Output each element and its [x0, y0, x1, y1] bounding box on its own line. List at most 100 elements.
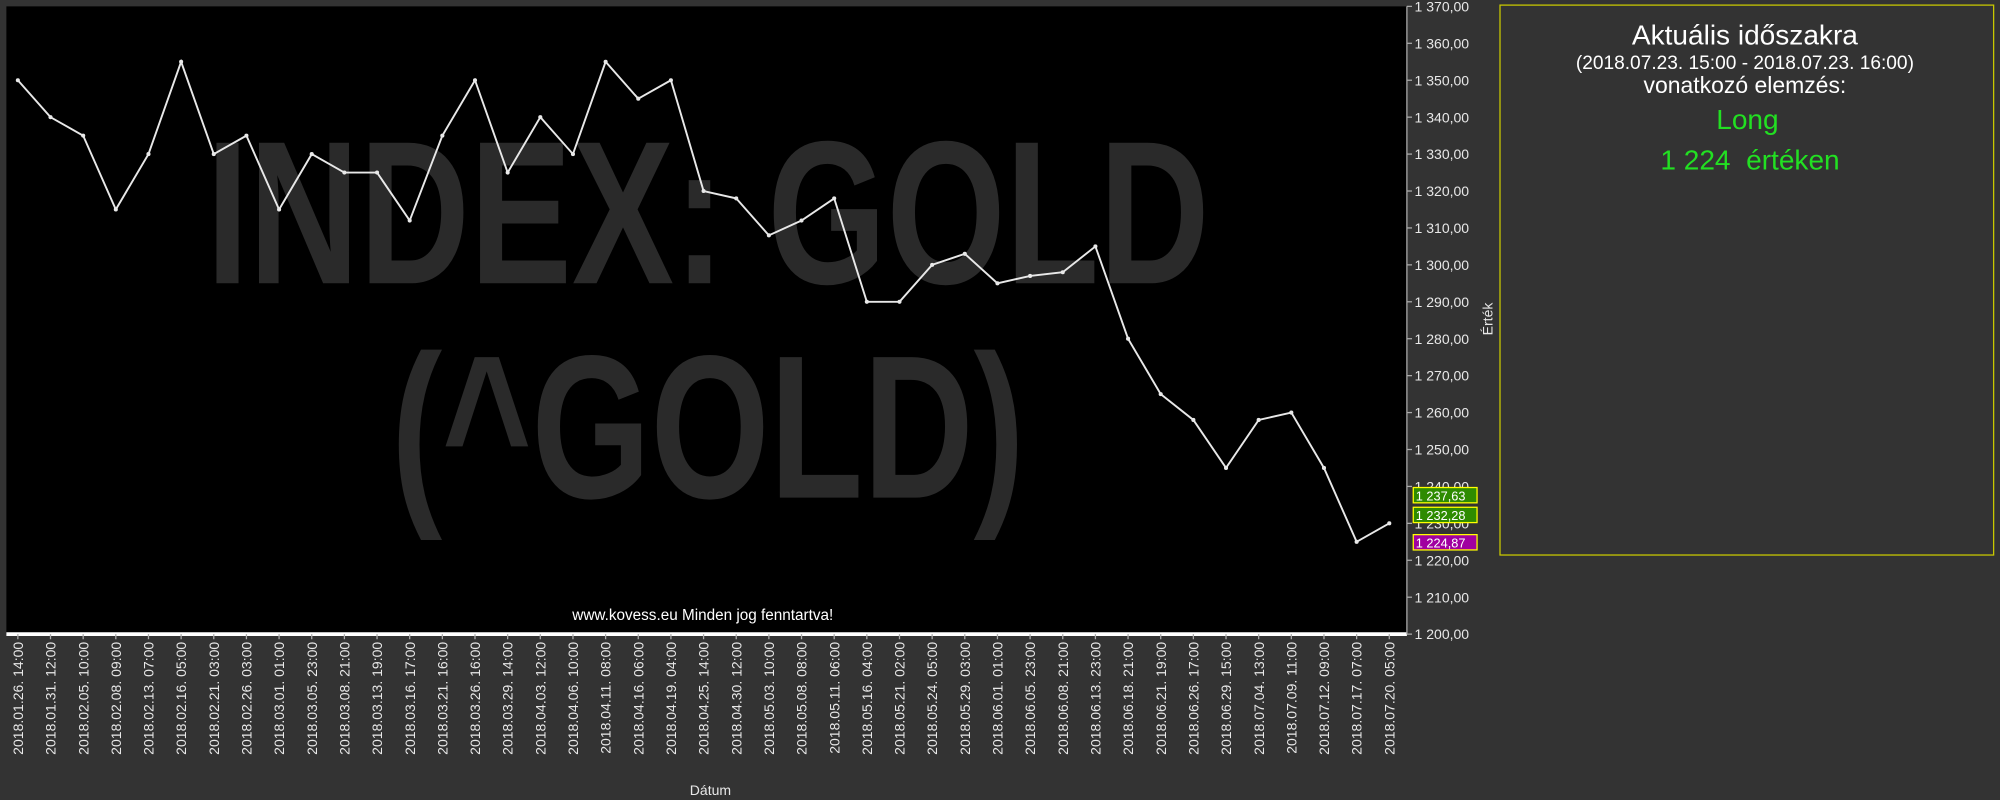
- x-tick-label: 2018.05.11. 06:00: [826, 642, 842, 754]
- price-point: [570, 152, 575, 157]
- price-point: [1191, 417, 1196, 422]
- x-tick-label: 2018.03.26. 16:00: [467, 642, 483, 755]
- price-point: [734, 196, 739, 201]
- plot-area: [6, 6, 1407, 635]
- price-point: [636, 96, 641, 101]
- y-tick-label: 1 200,00: [1415, 626, 1470, 642]
- price-point: [962, 251, 967, 256]
- price-tag-label: 1 237,63: [1416, 488, 1466, 503]
- x-tick-label: 2018.02.16. 05:00: [173, 642, 189, 755]
- x-tick-label: 2018.07.17. 07:00: [1349, 642, 1365, 755]
- price-point: [309, 152, 314, 157]
- x-tick-label: 2018.03.29. 14:00: [500, 642, 516, 755]
- x-tick-label: 2018.05.08. 08:00: [794, 642, 810, 755]
- price-tag: [1412, 534, 1478, 551]
- x-tick-label: 2018.01.31. 12:00: [43, 642, 59, 755]
- x-tick-label: 2018.06.21. 19:00: [1153, 642, 1169, 755]
- x-tick-label: 2018.06.18. 21:00: [1120, 642, 1136, 755]
- y-tick-label: 1 280,00: [1415, 331, 1470, 347]
- price-point: [244, 133, 249, 138]
- x-tick-label: 2018.02.21. 03:00: [206, 642, 222, 755]
- price-point: [1093, 244, 1098, 249]
- x-tick-label: 2018.03.08. 21:00: [336, 642, 352, 755]
- x-tick-label: 2018.06.08. 21:00: [1055, 642, 1071, 755]
- panel-title: Aktuális időszakra: [1632, 20, 1858, 51]
- price-point: [1354, 539, 1359, 544]
- price-point: [1126, 336, 1131, 341]
- y-tick-label: 1 210,00: [1415, 589, 1470, 605]
- y-tick-label: 1 330,00: [1415, 146, 1470, 162]
- price-point: [1158, 392, 1163, 397]
- x-tick-label: 2018.03.16. 17:00: [402, 642, 418, 755]
- price-point: [603, 59, 608, 64]
- x-tick-label: 2018.01.26. 14:00: [10, 642, 26, 755]
- price-point: [1223, 465, 1229, 471]
- x-tick-label: 2018.06.13. 23:00: [1088, 642, 1104, 755]
- price-point: [1256, 417, 1261, 422]
- price-tag: [1412, 506, 1478, 524]
- x-tick-label: 2018.06.01. 01:00: [990, 642, 1006, 755]
- watermark: INDEX: GOLD (^GOLD): [206, 100, 1209, 542]
- x-tick-label: 2018.05.03. 10:00: [761, 642, 777, 755]
- price-point: [766, 233, 771, 238]
- y-tick-label: 1 250,00: [1415, 442, 1470, 458]
- price-point: [375, 170, 380, 175]
- x-tick-label: 2018.05.16. 04:00: [859, 642, 875, 755]
- y-tick-label: 1 260,00: [1415, 405, 1470, 421]
- price-point: [211, 152, 216, 157]
- price-point: [668, 78, 673, 83]
- price-point: [505, 170, 510, 175]
- price-point: [472, 78, 478, 83]
- price-point: [277, 207, 282, 212]
- x-tick-label: 2018.06.29. 15:00: [1218, 642, 1234, 755]
- x-tick-label: 2018.06.05. 23:00: [1022, 642, 1038, 755]
- x-tick-label: 2018.07.20. 05:00: [1381, 642, 1397, 755]
- x-tick-label: 2018.04.03. 12:00: [532, 642, 548, 755]
- y-tick-label: 1 270,00: [1415, 368, 1470, 384]
- watermark-line: (^GOLD): [391, 314, 1024, 541]
- price-point: [1321, 465, 1327, 471]
- y-tick-label: 1 310,00: [1415, 220, 1470, 236]
- price-point: [832, 196, 837, 201]
- x-tick-label: 2018.02.08. 09:00: [108, 642, 124, 755]
- x-tick-label: 2018.05.24. 05:00: [924, 642, 940, 755]
- price-point: [48, 115, 53, 120]
- y-axis-title: Érték: [1479, 302, 1495, 336]
- x-tick-label: 2018.04.16. 06:00: [630, 642, 646, 755]
- x-tick-label: 2018.04.30. 12:00: [728, 642, 744, 755]
- x-tick-label: 2018.02.05. 10:00: [75, 642, 91, 755]
- x-tick-label: 2018.07.04. 13:00: [1251, 642, 1267, 755]
- price-point: [1028, 273, 1033, 278]
- y-tick-label: 1 360,00: [1415, 35, 1470, 51]
- x-axis-title: Dátum: [690, 782, 731, 798]
- x-tick-label: 2018.05.29. 03:00: [957, 642, 973, 755]
- price-point: [15, 78, 20, 83]
- panel-level: 1 224 értéken: [1660, 145, 1839, 176]
- price-tag: [1412, 486, 1478, 504]
- y-tick-label: 1 350,00: [1415, 72, 1470, 88]
- watermark-line: INDEX: GOLD: [206, 100, 1209, 327]
- panel-signal: Long: [1716, 104, 1778, 135]
- x-tick-label: 2018.03.05. 23:00: [304, 642, 320, 755]
- price-point: [113, 207, 118, 212]
- x-tick-label: 2018.03.21. 16:00: [434, 642, 450, 755]
- y-tick-label: 1 340,00: [1415, 109, 1470, 125]
- price-point: [995, 281, 1000, 286]
- price-point: [897, 299, 902, 304]
- panel-period: (2018.07.23. 15:00 - 2018.07.23. 16:00): [1576, 53, 1914, 74]
- panel-subtitle: vonatkozó elemzés:: [1643, 72, 1846, 98]
- price-point: [81, 133, 86, 138]
- x-tick-label: 2018.03.01. 01:00: [271, 642, 287, 755]
- x-tick-label: 2018.07.12. 09:00: [1316, 642, 1332, 755]
- x-tick-label: 2018.02.13. 07:00: [141, 642, 157, 755]
- y-tick-label: 1 370,00: [1415, 0, 1470, 14]
- price-tag-label: 1 224,87: [1416, 535, 1466, 550]
- x-tick-label: 2018.04.19. 04:00: [663, 642, 679, 755]
- x-tick-label: 2018.03.13. 19:00: [369, 642, 385, 755]
- price-point: [864, 299, 869, 304]
- y-tick-label: 1 290,00: [1415, 294, 1470, 310]
- price-point: [407, 218, 412, 223]
- x-tick-label: 2018.06.26. 17:00: [1185, 642, 1201, 755]
